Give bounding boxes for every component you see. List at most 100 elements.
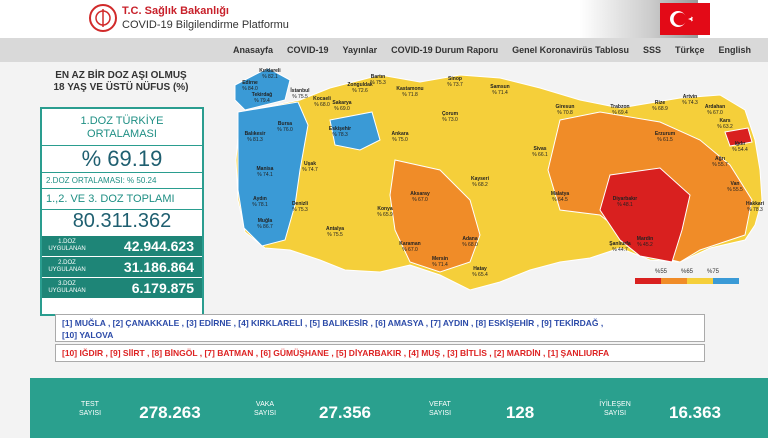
stat-label: VEFAT SAYISI [420, 400, 460, 418]
province-name: Adana [462, 236, 478, 242]
nav-item[interactable]: SSS [642, 45, 661, 55]
province-value: % 44.7 [612, 247, 628, 253]
dose-row: 1.DOZ UYGULANAN 42.944.623 [42, 236, 202, 256]
dose-label-line: UYGULANAN [48, 288, 86, 294]
province-value: % 67.0 [707, 110, 723, 116]
province-name: Ardahan [705, 104, 725, 110]
panel-title: EN AZ BİR DOZ AŞI OLMUŞ 18 YAŞ VE ÜSTÜ NÜ… [40, 70, 202, 94]
dose-label: 3.DOZ UYGULANAN [42, 281, 92, 295]
province-name: Tekirdağ [252, 92, 272, 98]
dose-label-line: 2.DOZ [58, 260, 76, 266]
province-value: % 68.9 [652, 106, 668, 112]
province-name: İstanbul [290, 87, 310, 94]
province-name: Muğla [258, 218, 273, 224]
province-name: Antalya [326, 226, 344, 232]
province-name: Şanlıurfa [609, 241, 631, 247]
province-name: Sakarya [332, 100, 351, 106]
dose-rows: 1.DOZ UYGULANAN 42.944.623 2.DOZ UYGULANAN 31… [42, 236, 202, 298]
province-name: Kars [719, 118, 730, 124]
province-value: % 48.1 [617, 202, 633, 208]
province-name: Eskişehir [329, 126, 351, 132]
province-value: % 74.1 [257, 172, 273, 178]
province-value: % 63.2 [717, 124, 733, 130]
province-value: % 64.5 [552, 197, 568, 203]
province-name: Balıkesir [245, 131, 266, 137]
dose-row: 2.DOZ UYGULANAN 31.186.864 [42, 257, 202, 277]
dose-value: 31.186.864 [123, 259, 194, 275]
province-name: Edirne [242, 80, 258, 86]
province-value: % 78.3 [747, 207, 763, 213]
province-value: % 84.0 [242, 86, 258, 92]
top-list-text: [10] YALOVA [62, 330, 114, 340]
province-name: Kayseri [471, 176, 490, 182]
province-name: Sivas [533, 146, 546, 152]
province-value: % 75.3 [370, 80, 386, 86]
title-line: 18 YAŞ VE ÜSTÜ NÜFUS (%) [53, 82, 189, 93]
region-blue [234, 67, 291, 111]
region-blue [329, 111, 381, 151]
stat-value: 128 [505, 403, 535, 422]
stat-label-line: SAYISI [78, 410, 102, 417]
province-name: Trabzon [610, 104, 629, 110]
province-value: % 75.5 [292, 94, 308, 100]
header: T.C. Sağlık Bakanlığı COVID-19 Bilgilend… [0, 0, 768, 38]
region-blue [237, 101, 309, 247]
nav-item[interactable]: English [718, 45, 751, 55]
province-value: % 67.0 [412, 197, 428, 203]
province-name: Bursa [278, 121, 292, 127]
legend-label: %55 [655, 269, 668, 275]
province-value: % 61.5 [657, 137, 673, 143]
top-list: [1] MUĞLA , [2] ÇANAKKALE , [3] EDİRNE ,… [55, 314, 705, 342]
dose-value: 42.944.623 [123, 238, 194, 254]
nav-bar: Anasayfa COVID-19 Yayınlar COVID-19 Durum R… [0, 38, 768, 62]
avg-label: 1.DOZ TÜRKİYE ORTALAMASI [42, 115, 202, 141]
province-name: Iğdır [735, 141, 746, 147]
total-label: 1.,2. VE 3. DOZ TOPLAMI [42, 188, 202, 209]
ministry: T.C. Sağlık Bakanlığı [122, 5, 229, 17]
nav-item[interactable]: Türkçe [674, 45, 705, 55]
province-name: Kocaeli [313, 96, 331, 102]
province-value: % 72.6 [352, 88, 368, 94]
province-name: Manisa [257, 166, 274, 172]
province-value: % 74.7 [302, 167, 318, 173]
dose-label-line: 1.DOZ [58, 239, 76, 245]
panel: 1.DOZ TÜRKİYE ORTALAMASI % 69.19 2.DOZ OR… [40, 107, 204, 316]
dose-label: 1.DOZ UYGULANAN [42, 239, 92, 253]
province-value: % 67.0 [402, 247, 418, 253]
stat-label: İYİLEŞEN SAYISI [595, 400, 635, 418]
province-name: Çorum [442, 111, 459, 117]
nav-item[interactable]: Anasayfa [233, 45, 274, 55]
province-name: Ağrı [715, 156, 726, 162]
legend: %55 %65 %75 [635, 269, 739, 284]
legend-label: %65 [681, 269, 694, 275]
flag [660, 3, 710, 35]
province-value: % 71.4 [492, 90, 508, 96]
nav-item[interactable]: COVID-19 Durum Raporu [391, 45, 499, 55]
province-name: Malatya [551, 191, 570, 197]
province-name: Aydın [253, 196, 267, 202]
dose-label-line: UYGULANAN [48, 267, 86, 273]
logo [89, 4, 117, 32]
nav-item[interactable]: Yayınlar [342, 45, 378, 55]
bottom-list: [10] IĞDIR , [9] SİİRT , [8] BİNGÖL , [7… [55, 344, 705, 362]
province-value: % 65.9 [377, 212, 393, 218]
province-name: Hakkari [746, 201, 765, 207]
province-value: % 86.7 [257, 224, 273, 230]
province-name: Kırklareli [259, 68, 281, 74]
legend-swatch [687, 278, 713, 284]
province-name: Artvin [683, 94, 697, 100]
province-value: % 69.4 [612, 110, 628, 116]
province-value: % 68.0 [314, 102, 330, 108]
stat-label-line: SAYISI [428, 410, 452, 417]
province-name: Ankara [392, 131, 409, 137]
legend-swatch [635, 278, 661, 284]
province-name: Van [731, 181, 740, 187]
province-value: % 75.0 [392, 137, 408, 143]
top-list-text: [1] MUĞLA , [2] ÇANAKKALE , [3] EDİRNE ,… [62, 318, 604, 328]
province-name: Mersin [432, 256, 448, 262]
province-value: % 79.4 [254, 98, 270, 104]
region-orange [389, 159, 481, 273]
nav-item[interactable]: Genel Koronavirüs Tablosu [512, 45, 629, 55]
nav-item[interactable]: COVID-19 [287, 45, 329, 55]
province-name: Aksaray [410, 191, 430, 197]
